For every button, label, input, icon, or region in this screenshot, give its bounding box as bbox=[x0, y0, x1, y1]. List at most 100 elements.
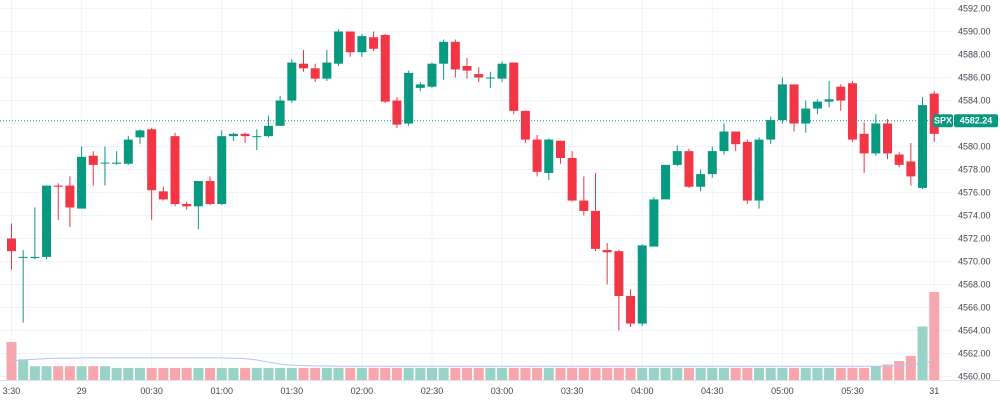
volume-bar bbox=[473, 367, 484, 380]
volume-bar bbox=[53, 366, 64, 380]
price-tick-label: 4564.00 bbox=[958, 326, 991, 336]
candle-body bbox=[415, 84, 425, 88]
price-tick-label: 4572.00 bbox=[958, 234, 991, 244]
time-axis[interactable]: 3:30 29 00:30 01:00 01:30 02:00 02:30 03:00 03:3… bbox=[0, 380, 1000, 397]
price-axis[interactable]: 4560.00 4562.00 4564.00 4566.00 4568.00 4570.… bbox=[958, 4, 991, 382]
candle-body bbox=[824, 99, 834, 102]
volume-bar bbox=[146, 367, 157, 380]
volume-bar bbox=[590, 367, 601, 380]
candle-body bbox=[100, 162, 110, 164]
candle-body bbox=[404, 72, 414, 124]
candle-body bbox=[217, 136, 227, 204]
volume-bar bbox=[415, 367, 426, 380]
candle-body bbox=[497, 63, 507, 79]
volume-bar bbox=[683, 367, 694, 380]
candle-body bbox=[345, 31, 355, 53]
candle-body bbox=[30, 256, 40, 259]
price-badge-label: 4582.24 bbox=[960, 116, 993, 126]
price-tick-label: 4590.00 bbox=[958, 27, 991, 37]
candle-body bbox=[696, 174, 706, 187]
volume-bar bbox=[29, 366, 40, 380]
candle-body bbox=[7, 238, 16, 252]
price-tick-label: 4592.00 bbox=[958, 4, 991, 14]
candle-body bbox=[474, 74, 484, 78]
volume-bar bbox=[275, 367, 286, 380]
volume-bar bbox=[76, 366, 87, 380]
volume-bar bbox=[543, 367, 554, 380]
candle-body bbox=[392, 100, 402, 125]
candle-body bbox=[894, 154, 904, 165]
candle-body bbox=[637, 245, 647, 324]
candle-body bbox=[53, 185, 63, 187]
volume-bar bbox=[88, 366, 99, 380]
volume-bar bbox=[555, 367, 566, 380]
volume-bar bbox=[391, 367, 402, 380]
volume-bar bbox=[321, 367, 332, 380]
volume-bar bbox=[216, 367, 227, 380]
candle-body bbox=[427, 63, 437, 87]
candle-body bbox=[626, 296, 636, 324]
volume-bar bbox=[905, 355, 916, 380]
volume-bar bbox=[6, 342, 17, 380]
time-tick-label: 01:00 bbox=[210, 386, 233, 396]
candle-body bbox=[684, 151, 694, 187]
time-tick-label: 04:30 bbox=[701, 386, 724, 396]
candle-body bbox=[871, 123, 881, 154]
price-tick-label: 4566.00 bbox=[958, 303, 991, 313]
candle-body bbox=[369, 37, 379, 49]
candles bbox=[7, 29, 951, 331]
volume-bar bbox=[718, 367, 729, 380]
volume-bar bbox=[158, 367, 169, 380]
candle-body bbox=[263, 125, 273, 137]
candle-body bbox=[649, 199, 659, 247]
volume-bar bbox=[497, 367, 508, 380]
candle-body bbox=[544, 139, 554, 173]
volume-bar bbox=[800, 367, 811, 380]
volume-bar bbox=[134, 367, 145, 380]
volume-bar bbox=[298, 367, 309, 380]
time-tick-label: 31 bbox=[929, 386, 939, 396]
candle-body bbox=[380, 34, 390, 102]
candle-body bbox=[731, 131, 741, 145]
volume-bar bbox=[520, 367, 531, 380]
volume-bar bbox=[181, 367, 192, 380]
time-tick-label: 03:30 bbox=[561, 386, 584, 396]
volume-moving-average-line bbox=[11, 357, 935, 367]
candle-body bbox=[532, 139, 542, 172]
candle-body bbox=[836, 86, 846, 101]
candle-body bbox=[252, 136, 262, 138]
candle-body bbox=[707, 151, 717, 175]
volume-bar bbox=[438, 367, 449, 380]
volume-bar bbox=[18, 359, 29, 380]
candle-body bbox=[88, 155, 98, 165]
candle-body bbox=[485, 77, 495, 79]
volume-bars bbox=[6, 292, 940, 380]
volume-bar bbox=[508, 367, 519, 380]
volume-bar bbox=[193, 367, 204, 380]
candle-body bbox=[859, 133, 869, 154]
volume-bar bbox=[111, 367, 122, 380]
volume-bar bbox=[742, 367, 753, 380]
candle-body bbox=[240, 133, 250, 137]
time-tick-label: 02:00 bbox=[351, 386, 374, 396]
last-price-badge: SPX 4582.24 bbox=[933, 114, 998, 128]
price-tick-label: 4588.00 bbox=[958, 50, 991, 60]
volume-bar bbox=[929, 292, 940, 380]
candle-body bbox=[555, 140, 565, 158]
volume-bar bbox=[578, 367, 589, 380]
candle-body bbox=[777, 84, 787, 121]
candle-body bbox=[742, 141, 752, 201]
volume-bar bbox=[380, 367, 391, 380]
candle-body bbox=[135, 130, 145, 138]
candle-body bbox=[42, 185, 52, 257]
volume-bar bbox=[847, 367, 858, 380]
candle-body bbox=[310, 68, 320, 79]
candle-body bbox=[661, 164, 671, 200]
candle-body bbox=[602, 250, 612, 253]
volume-bar bbox=[894, 361, 905, 380]
candle-body bbox=[170, 136, 180, 204]
grid bbox=[0, 0, 952, 380]
candle-body bbox=[719, 131, 729, 152]
candle-body bbox=[77, 156, 87, 209]
